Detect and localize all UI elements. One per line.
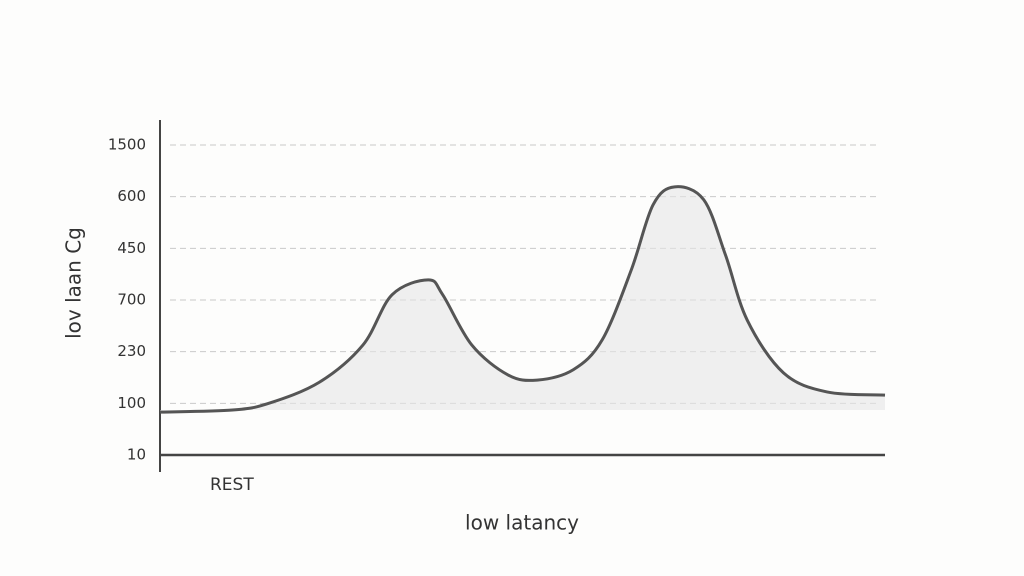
x-axis-title: low latancy [465,511,579,535]
y-tick-label: 700 [117,291,146,309]
area [160,186,885,413]
y-tick-label: 1500 [108,136,146,154]
y-axis-title: lov laan Cg [62,227,86,339]
y-tick-label: 100 [117,394,146,412]
y-tick-label: 230 [117,342,146,360]
line [159,185,886,414]
y-tick-label: 450 [117,239,146,257]
y-tick-label: 10 [127,446,146,464]
y-tick-label: 600 [117,187,146,205]
annotation: REST [210,475,254,495]
